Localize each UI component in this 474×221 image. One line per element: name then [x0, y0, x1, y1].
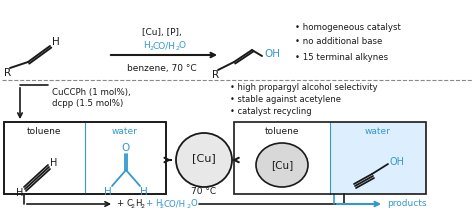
Text: toluene: toluene	[265, 128, 299, 137]
Text: R: R	[212, 70, 219, 80]
Text: OH: OH	[390, 157, 405, 167]
Text: 2: 2	[176, 46, 180, 51]
Text: H: H	[16, 188, 24, 198]
Text: benzene, 70 °C: benzene, 70 °C	[127, 63, 197, 72]
Text: • catalyst recycling: • catalyst recycling	[230, 107, 311, 116]
Text: H: H	[104, 187, 112, 197]
Text: + H: + H	[146, 200, 163, 208]
Text: H: H	[135, 200, 142, 208]
Text: H: H	[52, 37, 60, 47]
Text: H: H	[50, 158, 58, 168]
Text: OH: OH	[264, 49, 280, 59]
Text: CO/H: CO/H	[164, 200, 186, 208]
Text: O: O	[191, 200, 198, 208]
Text: 2: 2	[187, 204, 191, 208]
Text: 2: 2	[150, 46, 154, 51]
Text: • high propargyl alcohol selectivity: • high propargyl alcohol selectivity	[230, 82, 378, 91]
Text: O: O	[179, 42, 186, 51]
Text: water: water	[365, 128, 391, 137]
Ellipse shape	[256, 143, 308, 187]
Text: 2: 2	[131, 204, 135, 208]
Text: O: O	[122, 143, 130, 153]
Text: 2: 2	[160, 204, 164, 208]
Bar	[85, 122, 166, 194]
Text: • stable against acetylene: • stable against acetylene	[230, 95, 341, 103]
Text: [Cu], [P],: [Cu], [P],	[142, 29, 182, 38]
Text: dcpp (1.5 mol%): dcpp (1.5 mol%)	[52, 99, 123, 107]
Bar	[330, 122, 426, 194]
Text: CO/H: CO/H	[153, 42, 176, 51]
Text: products: products	[387, 200, 427, 208]
Text: CuCCPh (1 mol%),: CuCCPh (1 mol%),	[52, 88, 131, 97]
Text: • homogeneous catalyst: • homogeneous catalyst	[295, 23, 401, 32]
Text: + C: + C	[117, 200, 133, 208]
Text: 2: 2	[141, 204, 145, 208]
Text: 70 °C: 70 °C	[191, 187, 217, 196]
Ellipse shape	[176, 133, 232, 187]
Text: water: water	[112, 128, 138, 137]
Bar	[4, 122, 166, 194]
Text: • 15 terminal alkynes: • 15 terminal alkynes	[295, 53, 388, 61]
Text: R: R	[4, 68, 11, 78]
Text: [Cu]: [Cu]	[192, 153, 216, 163]
Text: [Cu]: [Cu]	[271, 160, 293, 170]
Bar	[4, 122, 166, 194]
Text: H: H	[140, 187, 148, 197]
Text: • no additional base: • no additional base	[295, 38, 383, 46]
Text: toluene: toluene	[27, 128, 61, 137]
Text: H: H	[143, 42, 150, 51]
Bar	[234, 122, 426, 194]
